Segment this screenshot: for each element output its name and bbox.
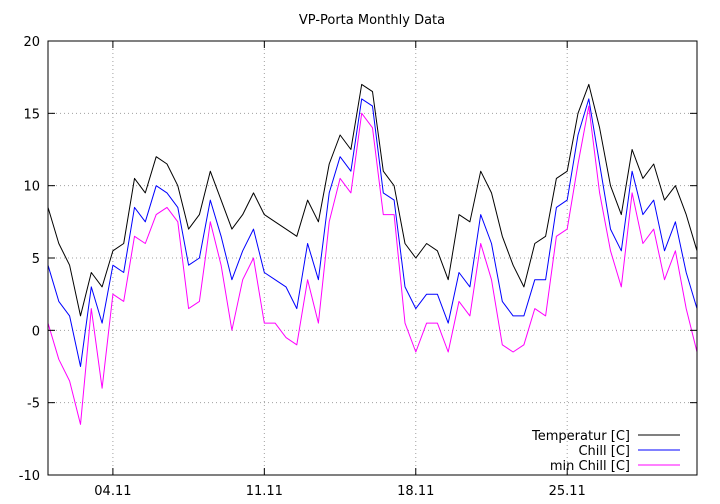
legend-label: Temperatur [C] <box>531 429 630 444</box>
x-tick-label: 11.11 <box>246 484 283 499</box>
y-tick-label: 15 <box>23 107 40 122</box>
y-tick-label: -5 <box>27 397 40 412</box>
y-tick-label: 0 <box>32 324 40 339</box>
series-line-min-chill-c <box>47 105 698 425</box>
series-line-temperatur-c <box>47 83 698 317</box>
chart-title: VP-Porta Monthly Data <box>299 13 445 28</box>
legend-label: min Chill [C] <box>550 459 630 474</box>
x-tick-label: 04.11 <box>94 484 131 499</box>
legend-label: Chill [C] <box>578 444 630 459</box>
y-tick-label: 20 <box>23 35 40 50</box>
y-tick-label: -10 <box>19 469 40 484</box>
x-tick-label: 18.11 <box>397 484 434 499</box>
series-line-chill-c <box>47 98 698 367</box>
x-tick-label: 25.11 <box>549 484 586 499</box>
y-tick-label: 5 <box>32 252 40 267</box>
y-tick-label: 10 <box>23 180 40 195</box>
